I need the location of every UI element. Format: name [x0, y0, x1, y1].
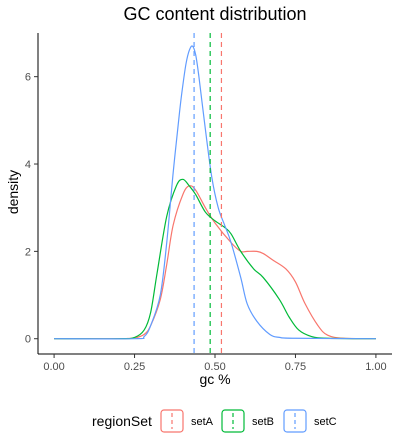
x-tick-label: 0.75 [285, 361, 306, 373]
y-axis-title: density [5, 170, 21, 214]
legend-title: regionSet [92, 413, 152, 429]
plot-area [54, 33, 376, 354]
y-axis-ticks: 0 2 4 6 [25, 72, 38, 346]
legend-label-setB: setB [252, 416, 274, 428]
x-axis-ticks: 0.00 0.25 0.50 0.75 1.00 [43, 354, 387, 373]
x-tick-label: 0.50 [204, 361, 225, 373]
density-line-setB [54, 178, 376, 340]
chart-title: GC content distribution [123, 4, 306, 24]
density-line-setC [54, 45, 376, 340]
x-tick-label: 1.00 [365, 361, 386, 373]
y-tick-label: 0 [25, 334, 31, 346]
legend-label-setA: setA [191, 416, 214, 428]
legend: regionSet setA setB setC [92, 409, 337, 433]
y-tick-label: 4 [25, 159, 31, 171]
x-axis-title: gc % [199, 371, 230, 387]
legend-label-setC: setC [314, 416, 337, 428]
x-tick-label: 0.25 [124, 361, 145, 373]
y-tick-label: 6 [25, 72, 31, 84]
y-tick-label: 2 [25, 246, 31, 258]
x-tick-label: 0.00 [43, 361, 64, 373]
